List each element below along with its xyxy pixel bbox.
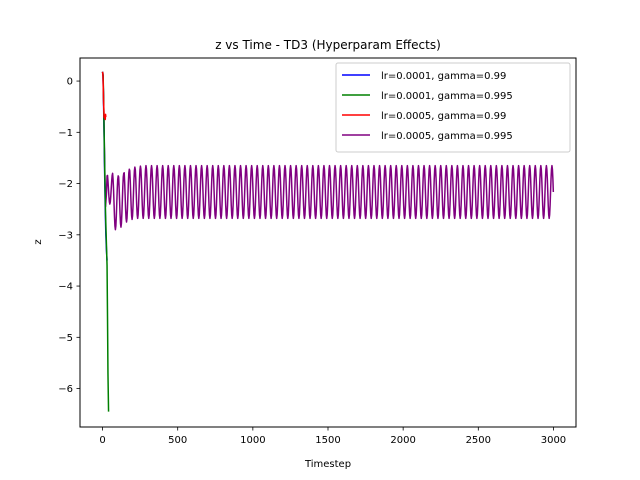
x-tick-label: 2000 [390,435,415,446]
x-tick-label: 3000 [541,435,566,446]
series-line [101,71,555,231]
legend: lr=0.0001, gamma=0.99 lr=0.0001, gamma=0.… [335,62,571,153]
y-tick-label: −2 [58,179,73,190]
x-axis-ticks: 0 500 1000 1500 2000 2500 3000 [99,427,566,446]
y-axis-label: z [33,239,44,244]
chart-title: z vs Time - TD3 (Hyperparam Effects) [215,38,441,52]
x-tick-label: 1500 [315,435,340,446]
x-axis-label: Timestep [304,459,351,470]
y-tick-label: −1 [58,128,73,139]
y-tick-label: −4 [58,282,73,293]
legend-label: lr=0.0005, gamma=0.995 [381,131,513,142]
x-tick-label: 1000 [240,435,265,446]
x-tick-label: 2500 [466,435,491,446]
legend-label: lr=0.0001, gamma=0.995 [381,91,513,102]
y-tick-label: −5 [58,333,73,344]
y-tick-label: 0 [67,77,73,88]
y-tick-label: −3 [58,230,73,241]
x-tick-label: 0 [99,435,105,446]
legend-box [335,62,571,153]
plot-lines [101,71,555,412]
series-line [101,71,107,121]
legend-label: lr=0.0001, gamma=0.99 [381,71,506,82]
y-tick-label: −6 [58,384,73,395]
legend-label: lr=0.0005, gamma=0.99 [381,111,506,122]
y-axis-ticks: 0 −1 −2 −3 −4 −5 −6 [58,77,80,395]
x-tick-label: 500 [168,435,187,446]
